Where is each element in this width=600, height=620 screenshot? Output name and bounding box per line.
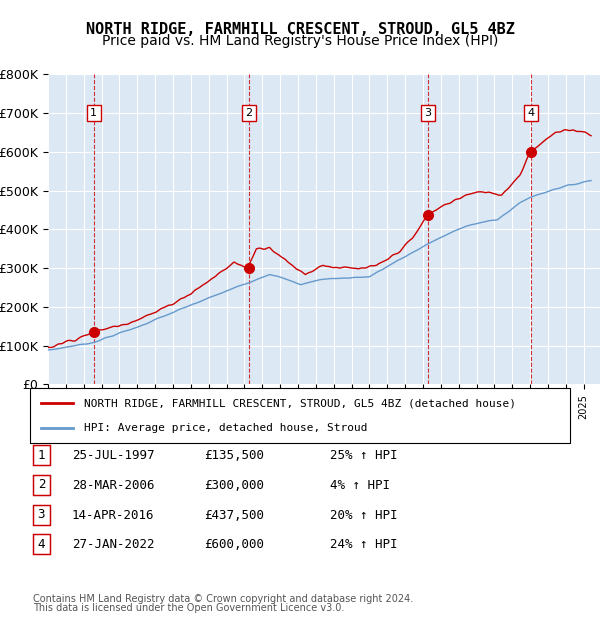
Text: 14-APR-2016: 14-APR-2016 xyxy=(72,509,155,521)
Text: 27-JAN-2022: 27-JAN-2022 xyxy=(72,539,155,551)
Text: 3: 3 xyxy=(425,108,431,118)
Text: 2: 2 xyxy=(38,479,45,491)
Text: £600,000: £600,000 xyxy=(204,539,264,551)
Text: 4% ↑ HPI: 4% ↑ HPI xyxy=(330,479,390,492)
Text: £300,000: £300,000 xyxy=(204,479,264,492)
Text: £135,500: £135,500 xyxy=(204,450,264,462)
Text: 1: 1 xyxy=(90,108,97,118)
Text: NORTH RIDGE, FARMHILL CRESCENT, STROUD, GL5 4BZ: NORTH RIDGE, FARMHILL CRESCENT, STROUD, … xyxy=(86,22,514,37)
Text: HPI: Average price, detached house, Stroud: HPI: Average price, detached house, Stro… xyxy=(84,423,367,433)
Text: 1: 1 xyxy=(38,449,45,461)
Text: 4: 4 xyxy=(528,108,535,118)
Text: 2: 2 xyxy=(245,108,252,118)
Text: 24% ↑ HPI: 24% ↑ HPI xyxy=(330,539,398,551)
Text: £437,500: £437,500 xyxy=(204,509,264,521)
Text: This data is licensed under the Open Government Licence v3.0.: This data is licensed under the Open Gov… xyxy=(33,603,344,613)
Text: 20% ↑ HPI: 20% ↑ HPI xyxy=(330,509,398,521)
Text: Contains HM Land Registry data © Crown copyright and database right 2024.: Contains HM Land Registry data © Crown c… xyxy=(33,595,413,604)
Text: 25-JUL-1997: 25-JUL-1997 xyxy=(72,450,155,462)
Text: Price paid vs. HM Land Registry's House Price Index (HPI): Price paid vs. HM Land Registry's House … xyxy=(102,34,498,48)
Text: 3: 3 xyxy=(38,508,45,521)
Text: 25% ↑ HPI: 25% ↑ HPI xyxy=(330,450,398,462)
Text: 28-MAR-2006: 28-MAR-2006 xyxy=(72,479,155,492)
Text: NORTH RIDGE, FARMHILL CRESCENT, STROUD, GL5 4BZ (detached house): NORTH RIDGE, FARMHILL CRESCENT, STROUD, … xyxy=(84,398,516,408)
Text: 4: 4 xyxy=(38,538,45,551)
